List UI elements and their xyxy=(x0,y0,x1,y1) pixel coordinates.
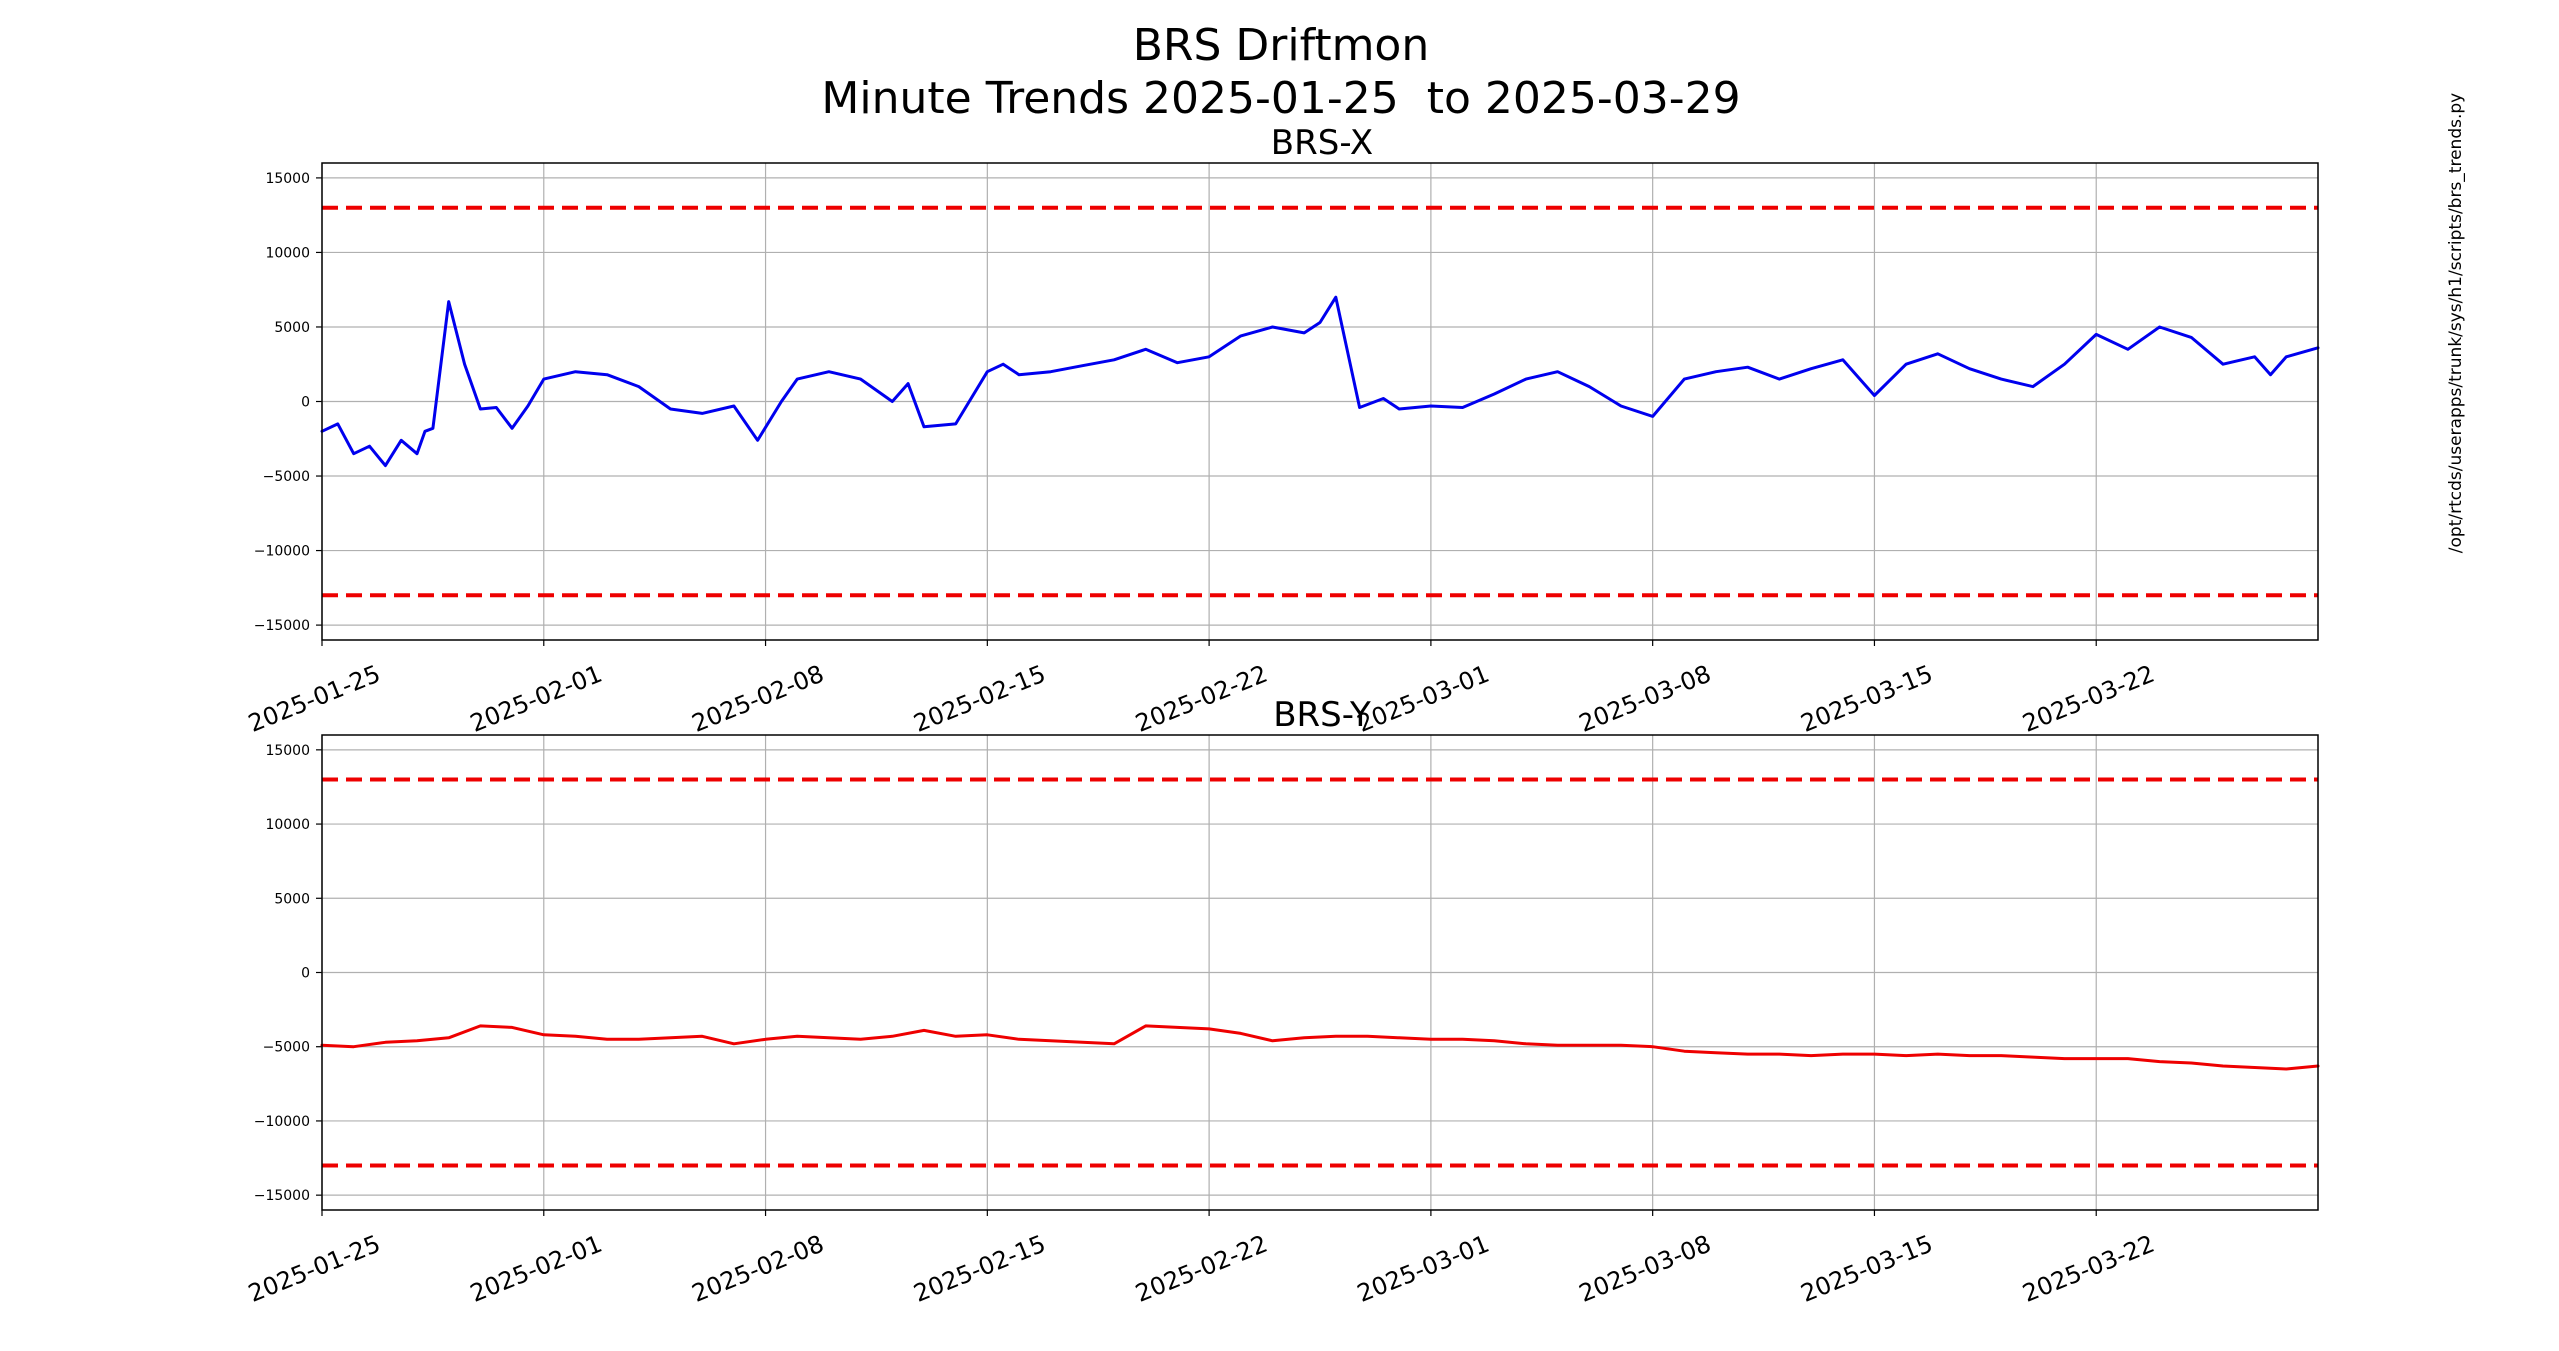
script-path-label: /opt/rtcds/userapps/trunk/sys/h1/scripts… xyxy=(2446,93,2466,553)
brs-y-y-tick-label: 10000 xyxy=(265,817,310,833)
figure-subtitle: Minute Trends 2025-01-25 to 2025-03-29 xyxy=(821,73,1740,124)
brs-y-title: BRS-Y xyxy=(1273,695,1371,735)
brs-y-y-tick-label: 0 xyxy=(301,966,310,982)
brs-x-series-line xyxy=(320,295,2320,468)
brs-y-axes-frame xyxy=(321,734,2319,1211)
figure-title: BRS Driftmon xyxy=(1133,20,1430,71)
brs-y-y-tick-label: −15000 xyxy=(254,1188,310,1204)
brs-x-y-tick-label: 5000 xyxy=(274,320,310,336)
brs-x-axes-frame xyxy=(321,162,2319,641)
brs-x-y-tick-label: 15000 xyxy=(265,171,310,187)
brs-y-y-tick-label: −5000 xyxy=(263,1040,310,1056)
brs-x-y-tick-label: 10000 xyxy=(265,245,310,261)
brs-y-y-tick-label: 5000 xyxy=(274,891,310,907)
brs-x-y-tick-label: 0 xyxy=(301,395,310,411)
brs-y-y-tick-label: −10000 xyxy=(254,1114,310,1130)
brs-x-title: BRS-X xyxy=(1271,123,1373,163)
brs-x-y-tick-label: −10000 xyxy=(254,544,310,560)
brs-y-series-line xyxy=(320,1024,2320,1071)
brs-x-y-tick-label: −5000 xyxy=(263,469,310,485)
brs-x-y-tick-label: −15000 xyxy=(254,618,310,634)
brs-y-y-tick-label: 15000 xyxy=(265,743,310,759)
